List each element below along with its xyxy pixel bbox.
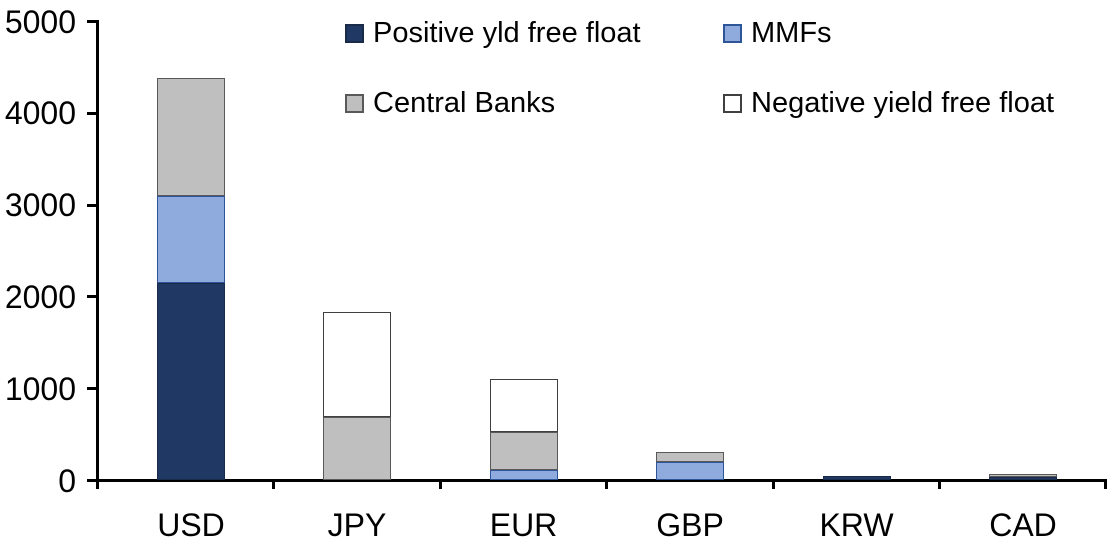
x-axis-tick	[438, 479, 442, 489]
x-axis-tick	[771, 479, 775, 489]
x-axis-line	[95, 479, 1106, 482]
bar-segment-eur-negative-yield-free-float	[489, 379, 558, 432]
bar-segment-krw-positive-yld-free-float	[822, 475, 891, 481]
bar-segment-cad-central-banks	[989, 474, 1057, 477]
x-axis-label-cad: CAD	[989, 507, 1057, 543]
legend-swatch-negative-yield-free-float	[723, 93, 742, 113]
y-axis-tick-label: 1000	[4, 370, 76, 407]
legend-item-positive-yld-free-float: Positive yld free float	[345, 14, 641, 52]
legend-label: Negative yield free float	[751, 87, 1055, 119]
y-axis-tick-label: 0	[58, 462, 76, 499]
legend-swatch-mmfs	[723, 23, 742, 43]
bar-segment-eur-central-banks	[489, 431, 558, 471]
legend-label: Positive yld free float	[373, 17, 641, 49]
bar-segment-jpy-negative-yield-free-float	[323, 311, 391, 418]
legend-item-mmfs: MMFs	[723, 14, 832, 52]
bar-segment-eur-mmfs	[489, 470, 558, 481]
legend-swatch-central-banks	[345, 93, 364, 113]
y-axis-tick-label: 4000	[4, 95, 76, 132]
y-axis-tick	[87, 111, 97, 115]
x-axis-tick	[271, 479, 275, 489]
legend-swatch-positive-yld-free-float	[345, 23, 364, 43]
x-axis-tick	[938, 479, 942, 489]
bar-segment-usd-positive-yld-free-float	[157, 283, 225, 481]
legend-label: MMFs	[751, 17, 832, 49]
y-axis-tick	[87, 20, 97, 23]
y-axis-line	[95, 20, 99, 482]
y-axis-tick-label: 2000	[4, 278, 76, 315]
x-axis-tick	[605, 479, 609, 489]
x-axis-label-usd: USD	[157, 507, 225, 543]
x-axis-label-eur: EUR	[489, 507, 558, 543]
bar-segment-gbp-mmfs	[656, 461, 724, 481]
legend-item-central-banks: Central Banks	[345, 84, 555, 122]
bar-segment-cad-positive-yld-free-float	[989, 476, 1057, 481]
x-axis-label-jpy: JPY	[327, 507, 387, 543]
y-axis-tick	[87, 203, 97, 207]
legend-label: Central Banks	[373, 87, 556, 119]
legend-item-negative-yield-free-float: Negative yield free float	[723, 84, 1054, 122]
y-axis-tick	[87, 387, 97, 391]
x-axis-tick	[1104, 479, 1107, 489]
x-axis-label-krw: KRW	[819, 507, 894, 543]
y-axis-tick-label: 3000	[4, 187, 76, 224]
y-axis-tick-label: 5000	[4, 3, 76, 40]
bar-segment-usd-mmfs	[157, 195, 225, 284]
y-axis-tick	[87, 295, 97, 299]
x-axis-tick	[95, 479, 99, 489]
y-axis-tick	[87, 479, 97, 482]
bar-segment-gbp-central-banks	[656, 451, 724, 462]
x-axis-label-gbp: GBP	[656, 507, 724, 543]
bar-segment-usd-central-banks	[157, 78, 225, 196]
bar-segment-jpy-central-banks	[323, 417, 391, 481]
